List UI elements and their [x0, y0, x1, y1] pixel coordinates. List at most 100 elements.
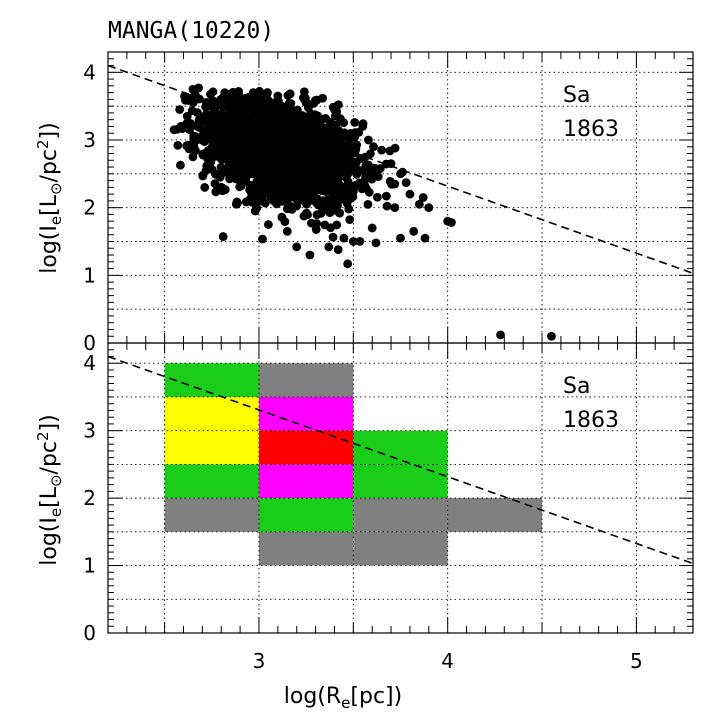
scatter-point [280, 217, 290, 227]
scatter-point [261, 102, 271, 112]
scatter-point [173, 140, 183, 150]
scatter-point [216, 182, 226, 192]
scatter-point [315, 169, 324, 178]
scatter-point [216, 142, 226, 151]
scatter-point [175, 105, 185, 114]
scatter-point [324, 242, 334, 252]
scatter-point [385, 146, 395, 156]
scatter-point [189, 131, 199, 141]
heatmap-cell [164, 363, 259, 397]
scatter-point [320, 220, 330, 230]
scatter-point [253, 189, 263, 198]
scatter-point [246, 123, 256, 133]
scatter-point [303, 124, 313, 134]
y-tick-label: 4 [83, 60, 96, 84]
galaxy-count-label: 1863 [563, 117, 619, 142]
scatter-point [237, 114, 247, 124]
scatter-point [367, 223, 377, 233]
scatter-point [396, 233, 405, 243]
scatter-point [369, 142, 378, 152]
scatter-point [283, 91, 293, 100]
scatter-point [345, 215, 355, 225]
scatter-point [205, 117, 215, 127]
plot-frame [107, 342, 694, 634]
scatter-point [289, 112, 298, 122]
scatter-point [314, 177, 324, 187]
scatter-point [326, 144, 336, 154]
scatter-point [405, 189, 415, 199]
scatter-point [218, 232, 228, 241]
galaxy-count-label: 1863 [563, 408, 619, 433]
scatter-point [274, 136, 284, 146]
scatter-point [328, 232, 338, 242]
scatter-point [175, 160, 185, 170]
scatter-point [333, 245, 343, 255]
scatter-point [329, 135, 338, 144]
scatter-point [212, 170, 221, 179]
scatter-point [547, 331, 556, 341]
scatter-point [424, 203, 434, 213]
scatter-point [254, 159, 264, 169]
scatter-point [188, 152, 198, 162]
scatter-point [346, 129, 356, 138]
scatter-point [292, 158, 302, 168]
heatmap-cell [353, 464, 448, 499]
scatter-point [339, 192, 348, 201]
scatter-point [362, 168, 371, 178]
scatter-point [375, 164, 385, 174]
scatter-point [239, 107, 249, 116]
scatter-point [303, 210, 312, 220]
scatter-point [185, 118, 195, 128]
scatter-point [201, 166, 211, 175]
scatter-point [351, 158, 361, 168]
scatter-point [360, 152, 370, 162]
scatter-point [343, 177, 353, 187]
scatter-point [288, 178, 297, 188]
scatter-point [256, 143, 266, 153]
scatter-point [207, 154, 217, 163]
scatter-point [306, 218, 316, 228]
scatter-point [182, 111, 192, 121]
scatter-point [307, 168, 317, 177]
scatter-point [350, 181, 360, 191]
scatter-point [282, 226, 292, 236]
scatter-point [339, 233, 349, 243]
scatter-point [306, 192, 315, 201]
scatter-point [200, 183, 210, 192]
top-panel: 0 1 2 3 4 Sa 1863 [83, 51, 694, 355]
scatter-point [294, 164, 304, 174]
scatter-point [194, 83, 203, 93]
scatter-point [220, 167, 229, 177]
scatter-point [348, 237, 358, 246]
scatter-point [335, 114, 345, 124]
scatter-point [273, 91, 283, 101]
scatter-point [373, 172, 383, 181]
scatter-point [296, 141, 306, 151]
y-tick-label: 3 [83, 419, 96, 443]
scatter-point [253, 96, 262, 106]
scatter-point [302, 182, 312, 192]
scatter-point [322, 131, 332, 141]
scatter-point [258, 123, 268, 133]
scatter-point [223, 155, 233, 165]
scatter-point [325, 118, 335, 127]
scatter-point [270, 181, 279, 191]
heatmap-cell [258, 531, 354, 566]
heatmap-cell [164, 430, 259, 465]
scatter-point [198, 149, 208, 159]
scatter-point [330, 201, 340, 211]
scatter-point [358, 122, 368, 131]
scatter-point [348, 192, 358, 202]
scatter-point [256, 177, 266, 187]
scatter-point [344, 204, 354, 214]
scatter-point [350, 117, 360, 127]
scatter-point [181, 95, 190, 105]
heatmap-cell [258, 430, 354, 465]
scatter-point [355, 236, 365, 246]
scatter-point [305, 250, 315, 260]
scatter-point [226, 89, 236, 99]
y-tick-label: 2 [83, 486, 96, 510]
scatter-point [250, 206, 260, 216]
x-tick-label: 5 [630, 649, 643, 673]
scatter-point [324, 206, 334, 216]
